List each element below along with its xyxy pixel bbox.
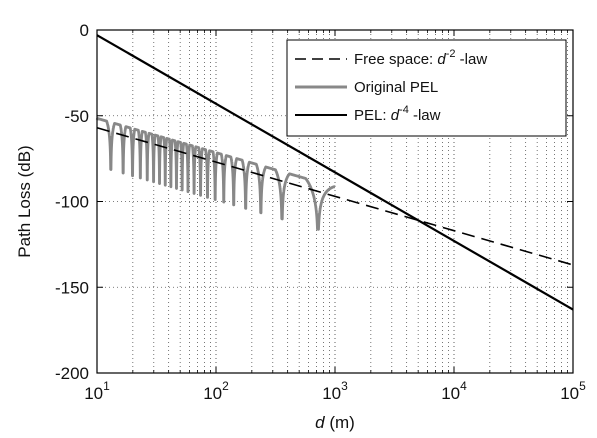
x-axis-label: d (m)	[315, 413, 355, 432]
series-line-free-space	[96, 126, 574, 266]
legend-label-text: Free space:	[354, 51, 437, 68]
x-tick-exponent: 5	[579, 379, 586, 393]
legend-label-var: d	[437, 51, 446, 68]
x-axis-label-unit: (m)	[325, 413, 355, 432]
legend-label-text: Original PEL	[354, 79, 438, 96]
series-line-original-pel	[95, 117, 337, 231]
x-tick-exponent: 2	[222, 379, 229, 393]
series-layer	[95, 34, 574, 311]
legend-label-var: d	[391, 107, 400, 124]
y-tick-label: 0	[80, 21, 89, 40]
y-axis-label: Path Loss (dB)	[15, 145, 34, 257]
legend-label-exponent: -2	[446, 48, 456, 60]
x-tick-exponent: 1	[103, 379, 110, 393]
legend-label: PEL: d-4 -law	[354, 104, 441, 124]
legend-label-suffix: -law	[456, 51, 488, 68]
legend-label: Original PEL	[354, 79, 438, 96]
y-tick-label: -150	[55, 278, 89, 297]
axis-labels: d (m) Path Loss (dB)	[15, 145, 355, 432]
x-tick-exponent: 4	[460, 379, 467, 393]
y-tick-label: -50	[64, 107, 89, 126]
x-axis-label-var: d	[315, 413, 325, 432]
x-tick-exponent: 3	[341, 379, 348, 393]
legend-label: Free space: d-2 -law	[354, 48, 487, 68]
legend-label-text: PEL:	[354, 107, 391, 124]
y-tick-label: -200	[55, 364, 89, 383]
series-line-pel-d4	[96, 34, 574, 311]
y-tick-label: -100	[55, 193, 89, 212]
legend-label-suffix: -law	[409, 107, 441, 124]
legend-label-exponent: -4	[399, 104, 409, 116]
